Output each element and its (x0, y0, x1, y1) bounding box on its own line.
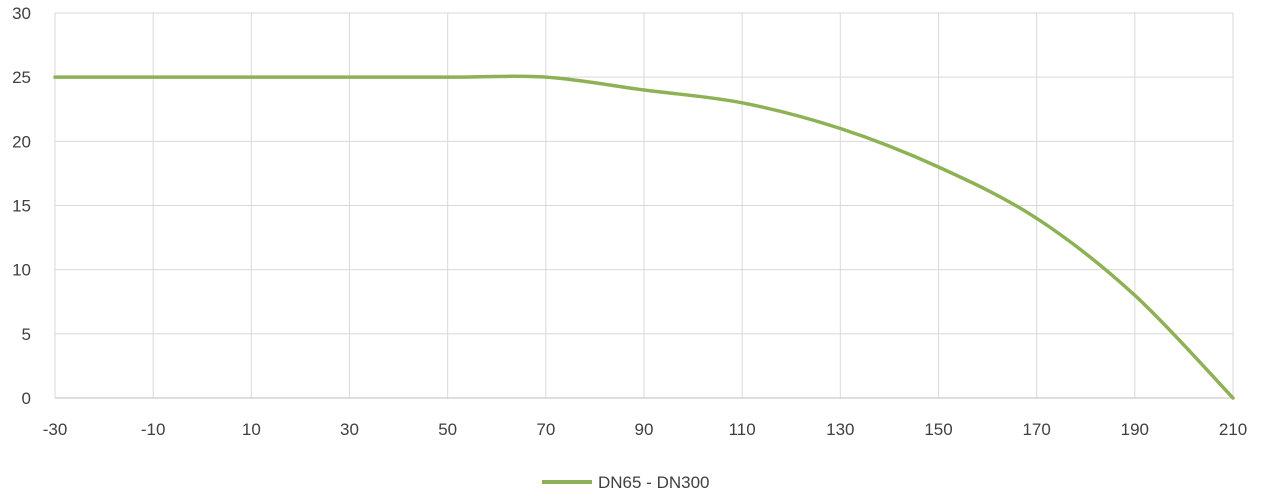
series-layer (53, 74, 1235, 400)
x-tick-label: 10 (242, 420, 261, 439)
legend-label: DN65 - DN300 (598, 473, 710, 492)
x-tick-label: 110 (729, 420, 756, 439)
series-line (53, 74, 1235, 400)
axis-ticks: -30 -10 10 30 50 70 90 110 130 150 170 190 210 0 5 10 15… (12, 4, 1247, 439)
x-tick-label: 190 (1121, 420, 1149, 439)
y-tick-label: 10 (12, 261, 31, 280)
x-tick-label: 90 (635, 420, 654, 439)
y-tick-label: 30 (12, 4, 31, 23)
y-tick-label: 20 (12, 132, 31, 151)
x-tick-label: 170 (1022, 420, 1050, 439)
legend: DN65 - DN300 (542, 473, 710, 492)
x-tick-label: 130 (826, 420, 854, 439)
x-tick-label: 70 (536, 420, 555, 439)
y-tick-label: 25 (12, 68, 31, 87)
grid (54, 12, 1234, 399)
y-tick-label: 0 (22, 389, 31, 408)
y-tick-label: 5 (22, 325, 31, 344)
x-tick-label: -10 (141, 420, 166, 439)
x-tick-label: 50 (438, 420, 457, 439)
x-tick-label: 30 (340, 420, 359, 439)
y-tick-label: 15 (12, 197, 31, 216)
x-tick-label: 210 (1219, 420, 1247, 439)
x-tick-label: 150 (924, 420, 952, 439)
x-tick-label: -30 (43, 420, 68, 439)
